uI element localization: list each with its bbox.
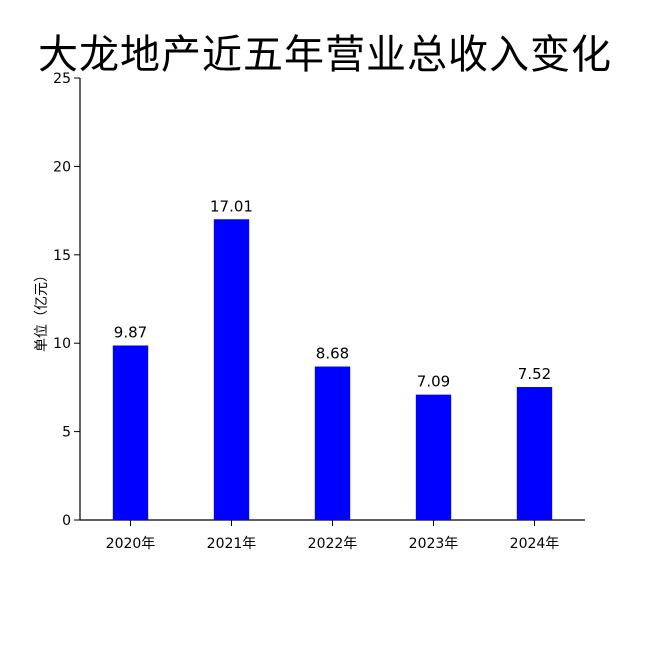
x-tick-label: 2020年 [106, 536, 156, 552]
x-tick-label: 2024年 [510, 536, 560, 552]
bar [516, 387, 553, 520]
bar [314, 366, 351, 520]
y-ticks: 0 5 10 15 20 25 [53, 71, 80, 529]
bar [112, 345, 149, 520]
x-ticks: 2020年 2021年 2022年 2023年 2024年 [106, 520, 560, 552]
bars: 9.87 17.01 8.68 7.09 7.52 [112, 197, 553, 521]
y-tick-label: 20 [53, 159, 71, 175]
x-tick-label: 2022年 [308, 536, 358, 552]
chart-title: 大龙地产近五年营业总收入变化 [38, 32, 612, 78]
y-tick-label: 25 [53, 71, 71, 87]
y-tick-label: 0 [62, 513, 71, 529]
bar-value-label: 9.87 [114, 323, 147, 341]
y-tick-label: 5 [62, 425, 71, 441]
bar [213, 219, 250, 521]
x-tick-label: 2023年 [409, 536, 459, 552]
y-axis-label: 单位（亿元） [34, 268, 50, 352]
bar-value-label: 7.52 [518, 365, 551, 383]
x-tick-label: 2021年 [207, 536, 257, 552]
bar [415, 394, 452, 520]
bar-value-label: 8.68 [316, 345, 349, 363]
y-tick-label: 15 [53, 248, 71, 264]
bar-value-label: 17.01 [210, 197, 253, 215]
y-tick-label: 10 [53, 336, 71, 352]
bar-value-label: 7.09 [417, 373, 450, 391]
